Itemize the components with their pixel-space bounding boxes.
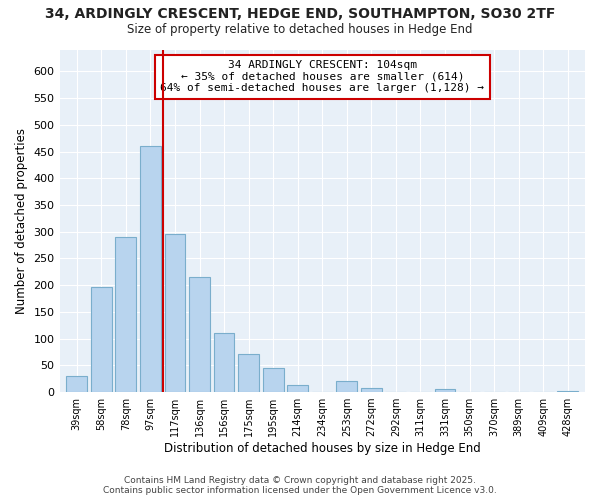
Bar <box>287 385 308 392</box>
Bar <box>337 382 357 392</box>
X-axis label: Distribution of detached houses by size in Hedge End: Distribution of detached houses by size … <box>164 442 481 455</box>
Bar <box>214 334 235 392</box>
Bar <box>164 234 185 392</box>
Bar <box>434 390 455 392</box>
Bar <box>140 146 161 392</box>
Text: 34, ARDINGLY CRESCENT, HEDGE END, SOUTHAMPTON, SO30 2TF: 34, ARDINGLY CRESCENT, HEDGE END, SOUTHA… <box>45 8 555 22</box>
Bar <box>115 237 136 392</box>
Bar <box>189 277 210 392</box>
Text: Size of property relative to detached houses in Hedge End: Size of property relative to detached ho… <box>127 22 473 36</box>
Bar <box>263 368 284 392</box>
Text: Contains HM Land Registry data © Crown copyright and database right 2025.
Contai: Contains HM Land Registry data © Crown c… <box>103 476 497 495</box>
Bar <box>238 354 259 392</box>
Y-axis label: Number of detached properties: Number of detached properties <box>15 128 28 314</box>
Bar <box>557 391 578 392</box>
Text: 34 ARDINGLY CRESCENT: 104sqm
← 35% of detached houses are smaller (614)
64% of s: 34 ARDINGLY CRESCENT: 104sqm ← 35% of de… <box>160 60 484 94</box>
Bar <box>91 287 112 392</box>
Bar <box>361 388 382 392</box>
Bar <box>66 376 87 392</box>
